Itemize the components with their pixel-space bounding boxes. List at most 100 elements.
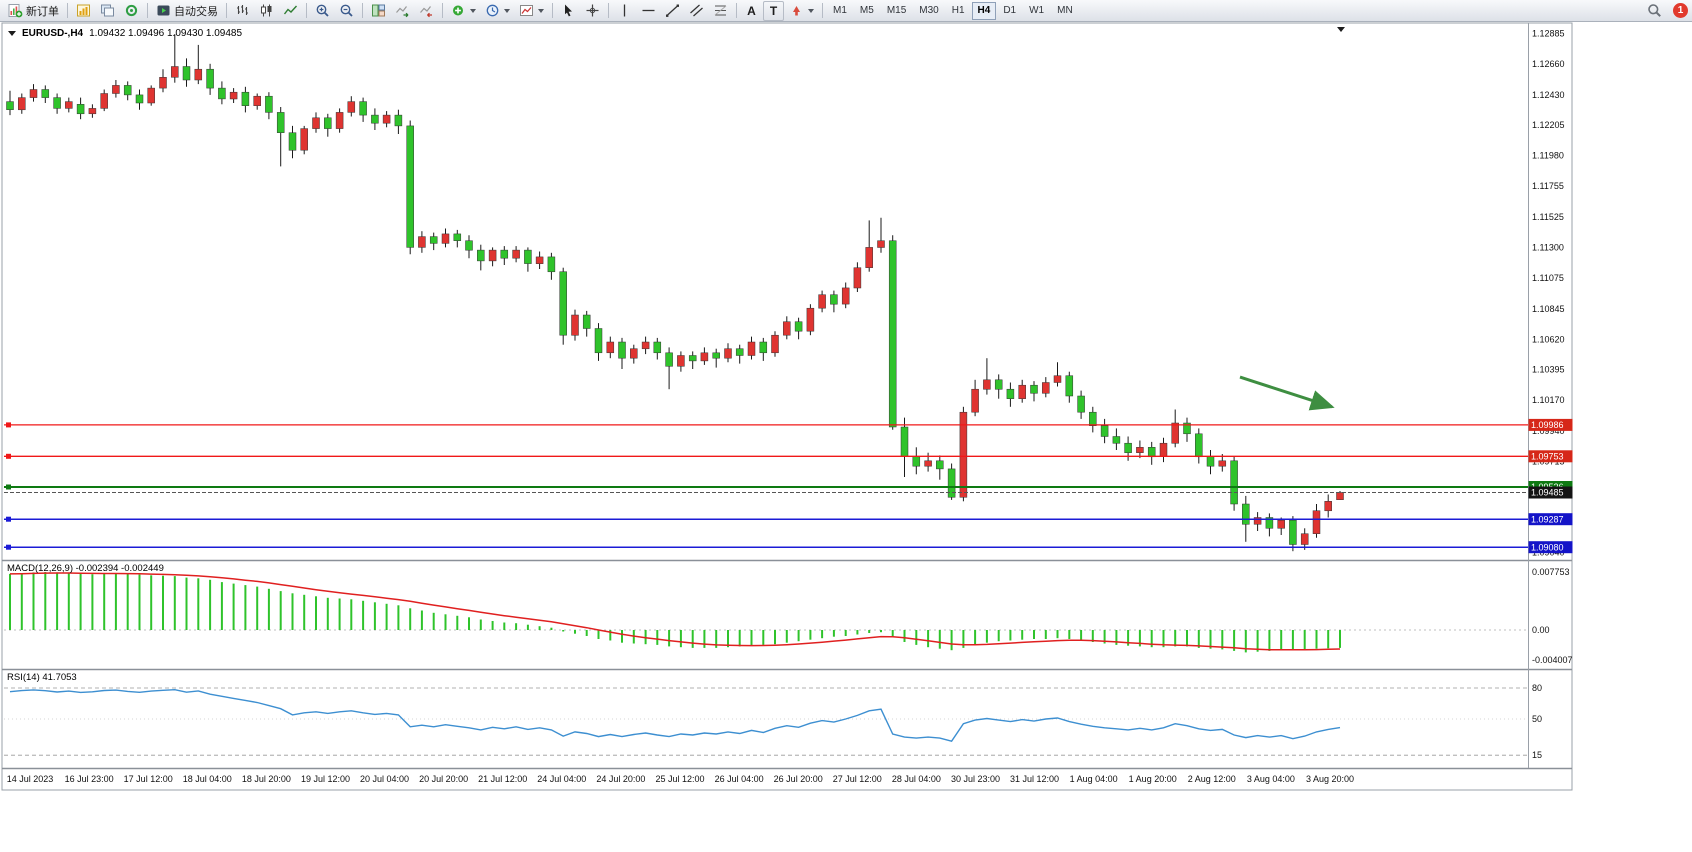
candle — [547, 252, 556, 280]
candle — [147, 85, 155, 106]
search-button[interactable] — [1643, 1, 1666, 21]
price-axis-label: 1.10170 — [1532, 395, 1565, 405]
timeframe-button-mn[interactable]: MN — [1051, 2, 1079, 20]
date-axis-label: 25 Jul 12:00 — [655, 774, 704, 784]
date-axis-label: 24 Jul 20:00 — [596, 774, 645, 784]
candle — [429, 232, 438, 251]
zoom-out-button[interactable] — [335, 1, 358, 21]
candle — [641, 336, 650, 355]
auto-scroll-icon — [396, 6, 409, 18]
trend-arrow-annotation[interactable] — [1239, 375, 1335, 411]
candle — [335, 108, 344, 133]
date-axis-label: 27 Jul 12:00 — [833, 774, 882, 784]
line-anchor-handle[interactable] — [6, 422, 11, 428]
candle — [1077, 390, 1085, 419]
arrows-tool-button[interactable] — [785, 1, 818, 21]
candle — [818, 290, 826, 313]
date-axis-label: 1 Aug 04:00 — [1070, 774, 1118, 784]
candle — [453, 229, 462, 248]
chart-symbol-row: EURUSD-,H4 1.09432 1.09496 1.09430 1.094… — [8, 28, 242, 39]
candle — [1042, 377, 1050, 398]
toolbar-separator — [442, 3, 443, 18]
timeframe-button-m15[interactable]: M15 — [881, 2, 912, 20]
profiles-button[interactable] — [96, 1, 119, 21]
auto-scroll-button[interactable] — [391, 1, 414, 21]
price-axis-label: 1.11300 — [1532, 242, 1564, 252]
trendline-tool-button[interactable] — [661, 1, 684, 21]
timeframe-button-h1[interactable]: H1 — [946, 2, 971, 20]
timeframe-button-m1[interactable]: M1 — [827, 2, 853, 20]
bar-chart-button[interactable] — [231, 1, 254, 21]
indicators-button[interactable] — [447, 1, 480, 21]
auto-trading-label: 自动交易 — [174, 5, 218, 18]
chart-ohlc-values: 1.09432 1.09496 1.09430 1.09485 — [89, 28, 243, 39]
new-order-button[interactable]: 新订单 — [4, 1, 63, 21]
candle — [747, 336, 756, 360]
timeframe-button-d1[interactable]: D1 — [997, 2, 1022, 20]
symbol-dropdown-icon[interactable] — [8, 31, 16, 36]
rsi-scale-label: 80 — [1532, 683, 1542, 693]
profiles-icon — [101, 4, 114, 17]
price-axis-label: 1.11525 — [1532, 212, 1564, 222]
candle — [841, 282, 850, 309]
chart-shift-icon — [420, 6, 432, 18]
notification-badge[interactable]: 1 — [1673, 3, 1688, 18]
candle — [171, 34, 179, 83]
candle — [1136, 440, 1144, 459]
price-tag: 1.09485 — [1528, 486, 1573, 499]
candle — [888, 235, 897, 430]
timeframe-button-m5[interactable]: M5 — [854, 2, 880, 20]
candle — [712, 348, 720, 368]
candle — [606, 336, 615, 359]
market-watch-button[interactable] — [120, 1, 143, 21]
horizontal-line-tool-button[interactable] — [637, 1, 660, 21]
channel-tool-button[interactable] — [685, 1, 708, 21]
text-label-tool-button[interactable]: T — [763, 0, 784, 21]
trendline-icon — [666, 4, 679, 17]
timeframe-button-h4[interactable]: H4 — [971, 1, 997, 20]
rsi-line — [9, 688, 1341, 743]
chart-shift-button[interactable] — [415, 1, 438, 21]
candle — [1100, 418, 1109, 444]
auto-trading-icon — [157, 5, 170, 16]
line-anchor-handle[interactable] — [6, 453, 11, 459]
line-chart-button[interactable] — [279, 1, 302, 21]
dropdown-caret-icon — [470, 8, 476, 13]
fibonacci-tool-button[interactable] — [709, 1, 732, 21]
line-anchor-handle[interactable] — [6, 516, 11, 522]
timeframe-button-w1[interactable]: W1 — [1023, 2, 1050, 20]
candle — [912, 447, 921, 475]
candle — [994, 374, 1003, 399]
line-anchor-handle[interactable] — [6, 544, 11, 550]
candle — [324, 113, 332, 137]
chart-expand-icon[interactable] — [1337, 27, 1345, 32]
cursor-tool-button[interactable] — [557, 1, 580, 21]
zoom-out-icon — [340, 4, 353, 17]
crosshair-tool-button[interactable] — [581, 1, 604, 21]
candle — [594, 323, 603, 361]
date-axis-label: 31 Jul 12:00 — [1010, 774, 1059, 784]
date-axis-label: 2 Aug 12:00 — [1188, 774, 1236, 784]
candle — [1112, 428, 1121, 450]
toolbar-separator — [822, 3, 823, 18]
text-tool-button[interactable]: A — [741, 1, 762, 21]
vertical-line-tool-button[interactable] — [613, 1, 636, 21]
new-chart-button[interactable] — [72, 1, 95, 21]
chart-symbol-label: EURUSD-,H4 — [22, 28, 84, 39]
tile-windows-button[interactable] — [367, 1, 390, 21]
price-axis-label: 1.12660 — [1532, 59, 1565, 69]
periods-button[interactable] — [481, 1, 514, 21]
candlestick-chart-button[interactable] — [255, 1, 278, 21]
candle — [1253, 512, 1262, 531]
zoom-in-button[interactable] — [311, 1, 334, 21]
templates-button[interactable] — [515, 1, 548, 21]
candle — [1065, 371, 1074, 403]
text-label-tool-label: T — [769, 3, 778, 18]
candle — [253, 93, 261, 110]
rsi-scale-label: 15 — [1532, 750, 1542, 760]
auto-trading-button[interactable]: 自动交易 — [152, 1, 222, 21]
timeframe-button-m30[interactable]: M30 — [913, 2, 944, 20]
price-tag: 1.09287 — [1528, 513, 1573, 526]
line-anchor-handle[interactable] — [6, 484, 11, 490]
